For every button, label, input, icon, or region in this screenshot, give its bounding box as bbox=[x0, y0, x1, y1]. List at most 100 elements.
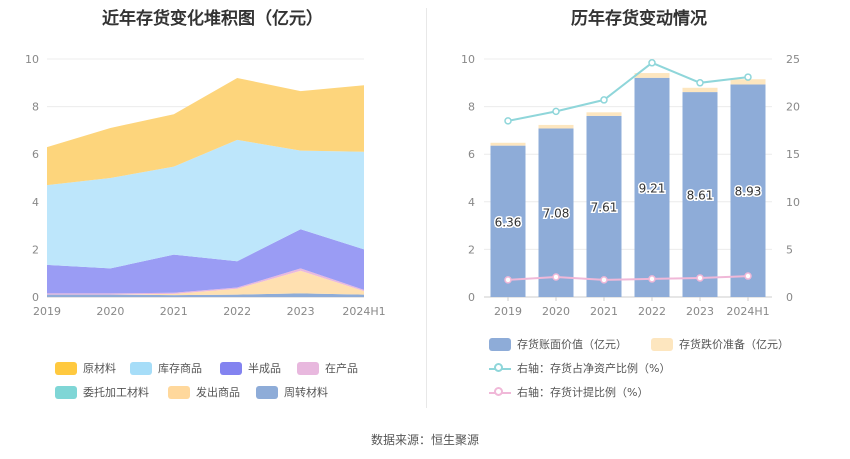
line-point bbox=[600, 96, 608, 104]
x-tick-label: 2019 bbox=[494, 305, 522, 318]
legend-item-右轴-存货计提比例[interactable]: 右轴：存货计提比例（%） bbox=[489, 384, 648, 400]
legend-label: 半成品 bbox=[248, 362, 281, 375]
area-库存商品 bbox=[47, 139, 364, 269]
legend-swatch bbox=[651, 337, 673, 351]
legend-label: 存货账面价值（亿元） bbox=[517, 338, 627, 351]
line-右轴-存货占净资产比例 bbox=[507, 61, 749, 122]
y2-tick-label: 15 bbox=[786, 148, 800, 161]
bar-value-label: 8.93 bbox=[735, 185, 762, 199]
bar-impairment bbox=[682, 87, 718, 93]
area-在产品 bbox=[47, 268, 364, 295]
legend-label: 发出商品 bbox=[196, 386, 240, 399]
y2-tick-label: 5 bbox=[786, 243, 793, 256]
line-point bbox=[600, 276, 608, 284]
bar-line-chart: 0 2 4 6 8 10 0 5 10 15 20 25 2019 2020 2021 2022 2023 202… bbox=[461, 53, 800, 318]
bar-value-label: 6.36 bbox=[495, 215, 522, 229]
legend-item-存货账面价值-亿元[interactable]: 存货账面价值（亿元） bbox=[489, 336, 627, 352]
y-tick-label: 4 bbox=[32, 196, 39, 209]
bar-book-value bbox=[490, 145, 526, 297]
line-point bbox=[504, 117, 512, 125]
legend-item-右轴-存货占净资产比例[interactable]: 右轴：存货占净资产比例（%） bbox=[489, 360, 670, 376]
legend-swatch bbox=[297, 361, 319, 375]
x-tick-label: 2020 bbox=[96, 305, 124, 318]
line-point bbox=[744, 73, 752, 81]
bar-value-label: 8.61 bbox=[687, 189, 714, 203]
line-point bbox=[552, 107, 560, 116]
area-发出商品 bbox=[47, 270, 364, 296]
bar-value-label: 7.61 bbox=[591, 200, 618, 214]
x-tick-label: 2019 bbox=[33, 305, 61, 318]
x-tick-label: 2022 bbox=[638, 305, 666, 318]
legend-label: 周转材料 bbox=[284, 386, 328, 399]
line-point bbox=[648, 275, 656, 283]
bar-value-label: 9.21 bbox=[639, 181, 666, 195]
legend-swatch bbox=[220, 361, 242, 375]
left-legend: 原材料 库存商品 半成品 在产品委托加工材料 发出商品 周转材料 bbox=[0, 0, 425, 410]
line-point bbox=[696, 79, 704, 87]
legend-label: 库存商品 bbox=[158, 362, 202, 375]
y-tick-label: 8 bbox=[32, 101, 39, 114]
line-point bbox=[552, 273, 560, 281]
panel-divider bbox=[426, 8, 427, 408]
y-tick-label: 4 bbox=[468, 196, 475, 209]
data-source-note: 数据来源：恒生聚源 bbox=[370, 433, 479, 447]
legend-label: 右轴：存货计提比例（%） bbox=[517, 386, 649, 399]
bar-book-value bbox=[682, 92, 718, 297]
legend-label: 存货跌价准备（亿元） bbox=[679, 338, 789, 351]
bar-value-label: 7.08 bbox=[543, 207, 570, 221]
legend-item-委托加工材料[interactable]: 委托加工材料 bbox=[55, 384, 149, 400]
legend-label: 右轴：存货占净资产比例（%） bbox=[517, 362, 671, 375]
right-legend: 存货账面价值（亿元） 存货跌价准备（亿元） 右轴：存货占净资产比例（%） 右轴：存货计… bbox=[428, 0, 850, 410]
y2-tick-label: 20 bbox=[786, 101, 800, 114]
left-chart-title: 近年存货变化堆积图（亿元） bbox=[102, 9, 323, 29]
area-半成品 bbox=[47, 229, 364, 294]
bar-book-value bbox=[538, 128, 574, 297]
area-周转材料 bbox=[47, 293, 364, 297]
legend-swatch bbox=[489, 362, 511, 375]
bar-impairment bbox=[730, 79, 766, 85]
stacked-area-chart: 0 2 4 6 8 10 2019 2020 2021 2022 2023 2024H1 bbox=[25, 53, 386, 318]
y-tick-label: 10 bbox=[25, 53, 39, 66]
y-tick-label: 2 bbox=[32, 243, 39, 256]
legend-label: 原材料 bbox=[83, 362, 116, 375]
x-tick-label: 2024H1 bbox=[726, 305, 769, 318]
legend-item-存货跌价准备-亿元[interactable]: 存货跌价准备（亿元） bbox=[651, 336, 789, 352]
legend-item-在产品[interactable]: 在产品 bbox=[297, 360, 358, 376]
line-point bbox=[648, 59, 656, 67]
bar-impairment bbox=[634, 73, 670, 78]
x-tick-label: 2023 bbox=[686, 305, 714, 318]
bar-impairment bbox=[538, 124, 574, 129]
legend-swatch bbox=[168, 385, 190, 399]
line-point bbox=[504, 276, 512, 284]
legend-swatch bbox=[489, 386, 511, 399]
line-右轴-存货计提比例 bbox=[507, 275, 749, 281]
y2-tick-label: 25 bbox=[786, 53, 800, 66]
legend-item-原材料[interactable]: 原材料 bbox=[55, 360, 116, 376]
y-tick-label: 10 bbox=[461, 53, 475, 66]
legend-item-周转材料[interactable]: 周转材料 bbox=[256, 384, 328, 400]
x-tick-label: 2022 bbox=[223, 305, 251, 318]
bar-book-value bbox=[586, 115, 622, 297]
bar-book-value bbox=[730, 84, 766, 297]
line-point bbox=[696, 274, 704, 282]
legend-swatch bbox=[55, 361, 77, 375]
x-tick-label: 2021 bbox=[590, 305, 618, 318]
legend-label: 在产品 bbox=[325, 362, 358, 375]
y-tick-label: 6 bbox=[468, 148, 475, 161]
y-tick-label: 2 bbox=[468, 243, 475, 256]
line-point bbox=[744, 272, 752, 280]
legend-item-库存商品[interactable]: 库存商品 bbox=[130, 360, 202, 376]
bar-book-value bbox=[634, 77, 670, 297]
legend-swatch bbox=[55, 385, 77, 399]
legend-item-发出商品[interactable]: 发出商品 bbox=[168, 384, 240, 400]
y-tick-label: 6 bbox=[32, 148, 39, 161]
legend-swatch bbox=[256, 385, 278, 399]
legend-item-半成品[interactable]: 半成品 bbox=[220, 360, 281, 376]
legend-label: 委托加工材料 bbox=[83, 386, 149, 399]
bar-impairment bbox=[490, 142, 526, 146]
x-tick-label: 2020 bbox=[542, 305, 570, 318]
right-chart-title: 历年存货变动情况 bbox=[571, 9, 707, 29]
legend-swatch bbox=[130, 361, 152, 375]
y-tick-label: 8 bbox=[468, 101, 475, 114]
y2-tick-label: 0 bbox=[786, 291, 793, 304]
